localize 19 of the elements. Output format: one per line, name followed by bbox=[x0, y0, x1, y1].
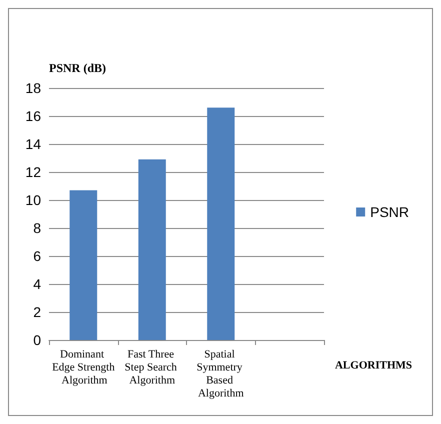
y-axis-title: PSNR (dB) bbox=[49, 61, 106, 75]
y-tick-label: 0 bbox=[33, 332, 42, 348]
y-tick-label: 2 bbox=[33, 304, 42, 320]
x-tick-label: Fast Three Step Search Algorithm bbox=[124, 348, 180, 386]
y-tick-label: 12 bbox=[25, 164, 42, 180]
y-tick-label: 14 bbox=[25, 136, 42, 152]
x-tick-label: Dominant Edge Strength Algorithm bbox=[52, 348, 116, 386]
legend-label: PSNR bbox=[370, 204, 410, 220]
y-tick-label: 4 bbox=[33, 276, 42, 292]
bar bbox=[70, 190, 98, 340]
x-tick-label: Spatial Symmetry Based Algorithm bbox=[196, 348, 246, 400]
bar bbox=[138, 159, 166, 340]
bar bbox=[207, 108, 235, 340]
y-tick-label: 18 bbox=[25, 80, 42, 96]
y-tick-label: 16 bbox=[25, 108, 42, 124]
y-tick-label: 8 bbox=[33, 220, 42, 236]
y-tick-label: 10 bbox=[25, 192, 42, 208]
x-axis-title: ALGORITHMS bbox=[334, 360, 412, 372]
y-tick-label: 6 bbox=[33, 248, 42, 264]
